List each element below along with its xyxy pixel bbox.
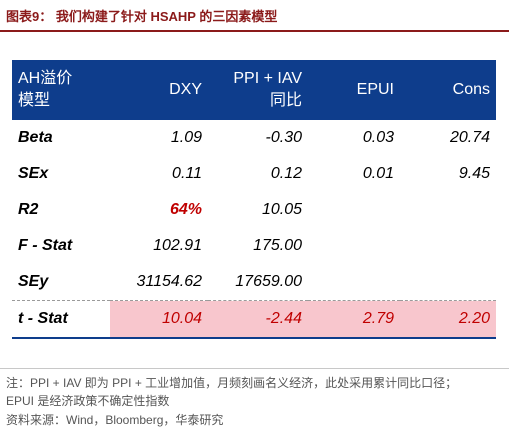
- header-model: AH溢价 模型: [12, 60, 110, 120]
- table-row-r2: R2 64% 10.05: [12, 192, 496, 228]
- title-divider: [0, 30, 509, 32]
- cell-dxy: 31154.62: [136, 273, 202, 290]
- source-note: 资料来源：Wind，Bloomberg，华泰研究: [6, 413, 224, 427]
- table-row-sex: SEx 0.11 0.12 0.01 9.45: [12, 156, 496, 192]
- cell-ppi: -0.30: [265, 129, 302, 146]
- cell-cons: 9.45: [458, 165, 490, 182]
- cell-epui: [308, 228, 400, 264]
- cell-dxy: 0.11: [172, 165, 202, 182]
- cell-cons: [400, 192, 496, 228]
- cell-ppi: 17659.00: [235, 273, 302, 290]
- cell-epui: 0.01: [362, 165, 394, 182]
- header-model-line2: 模型: [18, 92, 51, 109]
- header-model-line1: AH溢价: [18, 70, 73, 87]
- notes-divider: [0, 368, 509, 369]
- row-label: F - Stat: [18, 237, 73, 254]
- cell-epui: [308, 264, 400, 301]
- header-ppi-line1: PPI + IAV: [233, 70, 302, 87]
- table-row-tstat: t - Stat 10.04 -2.44 2.79 2.20: [12, 300, 496, 339]
- footnote-line1: 注：PPI + IAV 即为 PPI + 工业增加值，月频刻画名义经济，此处采用…: [6, 376, 458, 390]
- header-ppi-line2: 同比: [269, 92, 302, 109]
- row-label: t - Stat: [12, 300, 110, 339]
- row-label: R2: [18, 201, 39, 218]
- cell-ppi: 0.12: [270, 165, 302, 182]
- table-header-row: AH溢价 模型 DXY PPI + IAV 同比 EPUI Cons: [12, 60, 496, 120]
- row-label: SEx: [18, 165, 49, 182]
- row-label: SEy: [18, 273, 49, 290]
- cell-epui: 0.03: [362, 129, 394, 146]
- footnote-line2: EPUI 是经济政策不确定性指数: [6, 394, 170, 408]
- figure-title: 图表9： 我们构建了针对 HSAHP 的三因素模型: [6, 9, 278, 24]
- cell-cons: 20.74: [449, 129, 490, 146]
- header-cons: Cons: [400, 60, 496, 120]
- cell-dxy-highlight: 64%: [169, 201, 202, 218]
- cell-dxy-tstat: 10.04: [110, 300, 208, 339]
- cell-ppi-tstat: -2.44: [208, 300, 308, 339]
- header-ppi-iav: PPI + IAV 同比: [208, 60, 308, 120]
- table-row-fstat: F - Stat 102.91 175.00: [12, 228, 496, 264]
- cell-dxy: 1.09: [170, 129, 202, 146]
- cell-epui: [308, 192, 400, 228]
- table-row-beta: Beta 1.09 -0.30 0.03 20.74: [12, 120, 496, 156]
- cell-cons: [400, 228, 496, 264]
- cell-ppi: 175.00: [253, 237, 302, 254]
- cell-dxy: 102.91: [153, 237, 202, 254]
- header-dxy: DXY: [110, 60, 208, 120]
- cell-epui-tstat: 2.79: [308, 300, 400, 339]
- cell-cons-tstat: 2.20: [400, 300, 496, 339]
- cell-cons: [400, 264, 496, 301]
- header-epui: EPUI: [308, 60, 400, 120]
- regression-table: AH溢价 模型 DXY PPI + IAV 同比 EPUI Cons Beta …: [12, 60, 496, 339]
- table-row-sey: SEy 31154.62 17659.00: [12, 264, 496, 301]
- row-label: Beta: [18, 129, 53, 146]
- cell-ppi: 10.05: [261, 201, 302, 218]
